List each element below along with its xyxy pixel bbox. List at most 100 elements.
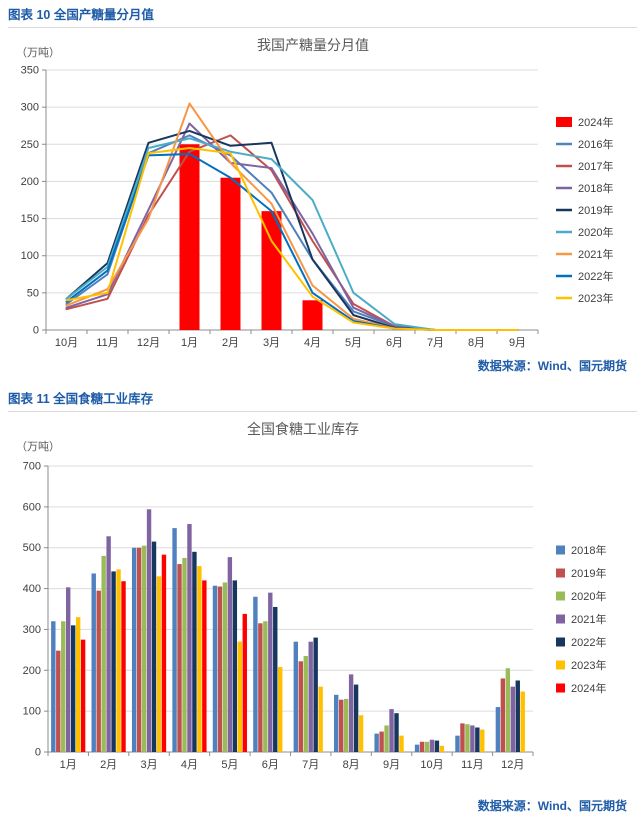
figure-10: 图表 10 全国产糖量分月值 我国产糖量分月值 （万吨） 0 50 100 150 200 2…	[8, 6, 637, 374]
bar	[182, 557, 187, 752]
line-series	[65, 137, 519, 331]
bar	[353, 684, 359, 752]
sugar-production-by-month-chart: 我国产糖量分月值 （万吨） 0 50 100 150 200 250 300 350 10月 11月 1…	[16, 37, 613, 349]
bar	[374, 733, 379, 752]
bar	[470, 725, 475, 752]
figure10-source-note: 数据来源：Wind、国元期货	[477, 359, 627, 373]
figure10-header-rule	[8, 27, 637, 28]
x-tick-label: 5月	[345, 337, 362, 349]
legend-label: 2016年	[578, 137, 613, 151]
figure10-header: 图表 10 全国产糖量分月值	[8, 8, 154, 22]
x-tick-label: 7月	[427, 337, 444, 349]
x-tick-label: 8月	[468, 337, 485, 349]
bar	[510, 686, 515, 752]
legend-label: 2021年	[571, 612, 606, 626]
legend-marker	[556, 614, 565, 624]
bar	[313, 637, 318, 752]
y-tick-label: 350	[21, 65, 39, 77]
legend-marker	[556, 545, 565, 555]
bar	[429, 739, 435, 752]
bar	[242, 613, 247, 752]
figure11-header-rule	[8, 411, 637, 412]
bar	[151, 541, 157, 752]
bar	[261, 211, 282, 330]
bar	[399, 735, 404, 752]
line-series	[65, 134, 519, 331]
y-tick-label: 400	[23, 583, 41, 595]
bar	[495, 707, 501, 752]
x-tick-label: 11月	[96, 337, 118, 349]
bar	[56, 650, 61, 752]
bar	[66, 587, 71, 752]
legend-label: 2022年	[571, 635, 606, 649]
bar	[161, 554, 167, 752]
bar	[460, 723, 465, 752]
bar	[268, 592, 273, 752]
x-tick-label: 11月	[461, 759, 483, 771]
bar	[91, 573, 96, 752]
line-series	[65, 134, 519, 331]
bar	[75, 617, 81, 752]
bar	[424, 741, 430, 752]
line-series	[65, 129, 519, 331]
x-tick-label: 6月	[386, 337, 403, 349]
bar	[51, 621, 56, 752]
bar	[172, 528, 177, 752]
bar	[338, 699, 344, 752]
bar	[121, 581, 126, 752]
figure11-header: 图表 11 全国食糖工业库存	[8, 392, 154, 406]
bar	[96, 590, 101, 752]
x-tick-label: 10月	[55, 337, 78, 349]
x-tick-label: 12月	[501, 759, 524, 771]
x-tick-label: 5月	[221, 759, 238, 771]
bar	[197, 566, 202, 752]
legend-marker	[556, 660, 565, 670]
y-tick-label: 100	[23, 706, 41, 718]
bar	[455, 735, 460, 752]
legend-label: 2021年	[578, 247, 613, 261]
bar	[293, 641, 299, 752]
y-tick-label: 0	[33, 325, 39, 337]
figure11-source-note: 数据来源：Wind、国元期货	[477, 799, 627, 813]
x-tick-label: 8月	[343, 759, 360, 771]
x-tick-label: 3月	[140, 759, 157, 771]
legend-label: 2023年	[578, 291, 613, 305]
legend-label: 2018年	[578, 181, 613, 195]
y-tick-label: 100	[21, 250, 39, 262]
bar	[343, 698, 349, 752]
line-series	[65, 147, 519, 331]
bar	[273, 606, 278, 752]
sugar-industrial-inventory-chart: 全国食糖工业库存 （万吨） 0 100 200 300 400 500 600 700 1月 2月 3月…	[16, 421, 606, 771]
bar	[394, 713, 399, 752]
bar	[177, 564, 182, 752]
y-tick-label: 700	[23, 461, 41, 473]
bar	[116, 569, 121, 752]
bar	[111, 571, 116, 752]
bar	[146, 509, 152, 752]
unit-label: （万吨）	[16, 46, 60, 59]
bar	[212, 585, 218, 752]
bar	[515, 680, 520, 752]
x-tick-label: 9月	[509, 337, 526, 349]
x-tick-label: 4月	[304, 337, 321, 349]
bar	[70, 625, 76, 752]
x-tick-label: 12月	[137, 337, 160, 349]
legend-label: 2018年	[571, 543, 606, 557]
bar	[308, 641, 313, 752]
bar	[384, 725, 389, 752]
y-tick-label: 250	[21, 139, 39, 151]
legend-label: 2019年	[571, 566, 606, 580]
bar	[101, 555, 106, 752]
x-tick-label: 4月	[181, 759, 198, 771]
y-tick-label: 0	[35, 747, 41, 759]
bar	[505, 668, 511, 752]
x-tick-label: 1月	[60, 759, 77, 771]
x-tick-label: 2月	[222, 337, 239, 349]
bar	[475, 727, 480, 752]
bar	[258, 623, 263, 752]
unit-label: （万吨）	[16, 440, 60, 453]
y-tick-label: 200	[21, 176, 39, 188]
x-tick-label: 1月	[181, 337, 198, 349]
line-series	[65, 102, 519, 331]
